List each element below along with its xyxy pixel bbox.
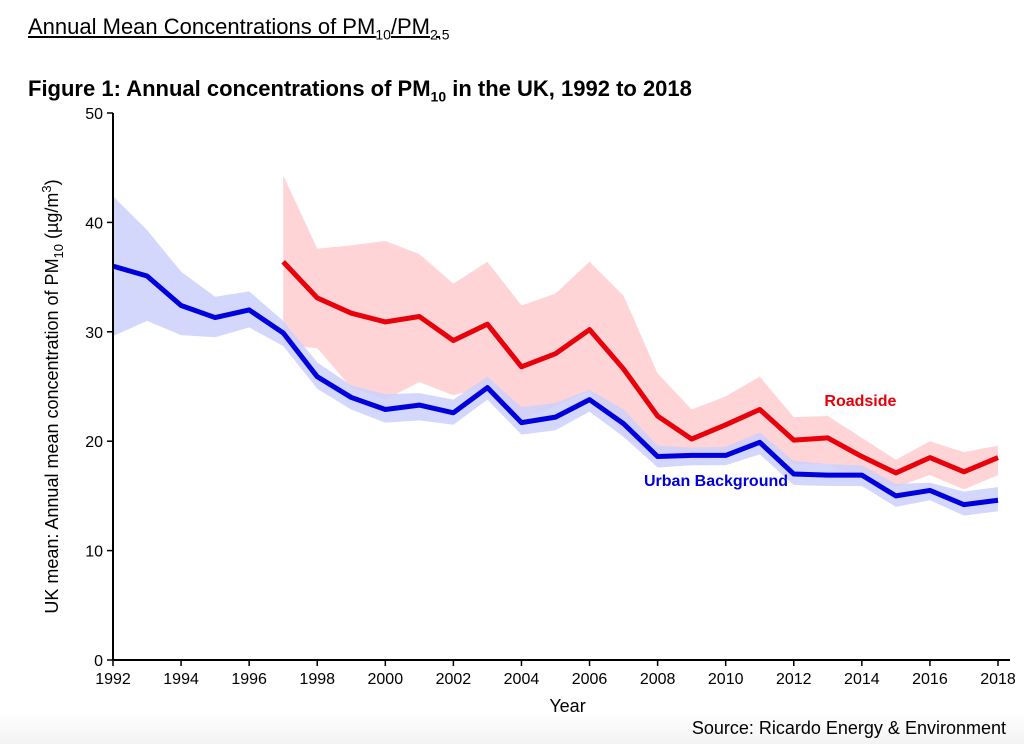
y-tick-label-30: 30 xyxy=(85,325,103,342)
band-urban-background xyxy=(113,196,998,516)
x-axis-label: Year xyxy=(549,696,585,712)
figure-title-post: in the UK, 1992 to 2018 xyxy=(446,76,692,101)
x-tick-label-1992: 1992 xyxy=(95,671,131,688)
footer-band xyxy=(0,712,1024,744)
x-tick-label-1998: 1998 xyxy=(299,671,335,688)
x-tick-label-2012: 2012 xyxy=(776,671,812,688)
page-heading-sub1: 10 xyxy=(375,26,391,43)
x-tick-label-2006: 2006 xyxy=(572,671,608,688)
x-tick-label-1994: 1994 xyxy=(163,671,199,688)
figure-title: Figure 1: Annual concentrations of PM10 … xyxy=(28,76,692,104)
page-heading-main: Annual Mean Concentrations of PM xyxy=(28,14,376,39)
y-axis-label-part-1: 10 xyxy=(51,244,66,258)
y-axis-label-part-4: ) xyxy=(42,179,62,185)
page-heading-mid: /PM xyxy=(390,14,431,39)
y-tick-label-10: 10 xyxy=(85,544,103,561)
x-tick-label-2002: 2002 xyxy=(436,671,472,688)
x-tick-label-2004: 2004 xyxy=(504,671,540,688)
annotation-roadside: Roadside xyxy=(824,393,896,410)
page-heading-sub2: 2.5 xyxy=(430,26,450,43)
y-axis-label: UK mean: Annual mean concentration of PM… xyxy=(39,179,66,613)
line-roadside xyxy=(281,260,999,476)
x-tick-label-1996: 1996 xyxy=(231,671,267,688)
x-tick-label-2008: 2008 xyxy=(640,671,676,688)
x-tick-label-2016: 2016 xyxy=(912,671,948,688)
page-heading: Annual Mean Concentrations of PM10/PM2.5 xyxy=(28,14,449,42)
figure-title-pre: Figure 1: Annual concentrations of PM xyxy=(28,76,431,101)
source-credit: Source: Ricardo Energy & Environment xyxy=(691,718,1006,738)
y-tick-label-20: 20 xyxy=(85,434,103,451)
y-tick-label-0: 0 xyxy=(94,653,103,670)
annotation-urban-background: Urban Background xyxy=(644,473,788,490)
pm10-line-chart: 0 10 20 30 40 50 1992 1994 1996 1998 2000 2002 2004 2… xyxy=(39,106,1016,712)
y-tick-label-40: 40 xyxy=(85,215,103,232)
y-axis-label-part-3: 3 xyxy=(39,185,54,192)
line-urban-background xyxy=(112,263,999,508)
y-axis-label-part-0: UK mean: Annual mean concentration of PM xyxy=(42,258,62,613)
y-axis-label-part-2: (µg/m xyxy=(42,193,62,244)
x-tick-label-2014: 2014 xyxy=(844,671,880,688)
x-tick-label-2018: 2018 xyxy=(980,671,1016,688)
x-tick-label-2010: 2010 xyxy=(708,671,744,688)
y-tick-label-50: 50 xyxy=(85,106,103,123)
x-tick-label-2000: 2000 xyxy=(368,671,404,688)
figure-title-sub: 10 xyxy=(430,88,447,105)
